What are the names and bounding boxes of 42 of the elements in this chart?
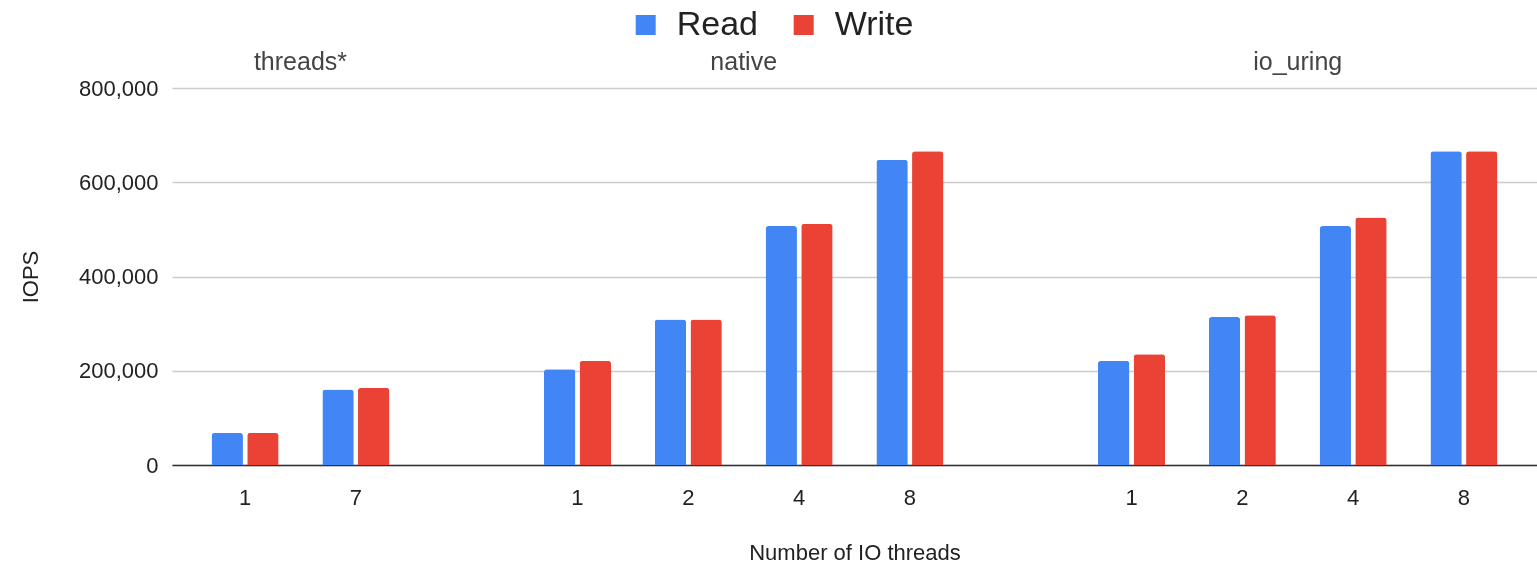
- bar: [690, 319, 722, 465]
- y-tick-label: 800,000: [78, 75, 159, 101]
- x-tick-label: 4: [792, 484, 806, 510]
- bar: [876, 159, 908, 465]
- bar: [1208, 317, 1241, 465]
- x-tick-label: 2: [1236, 484, 1249, 510]
- x-tick-label: 8: [1457, 484, 1471, 510]
- bar: [1244, 315, 1276, 465]
- bar: [1430, 151, 1462, 465]
- legend-label: Read: [676, 4, 758, 42]
- x-tick-label: 1: [1125, 484, 1138, 510]
- y-tick-label: 600,000: [78, 169, 159, 195]
- bar: [211, 432, 243, 465]
- bar: [1133, 354, 1166, 465]
- legend-label: Write: [834, 4, 914, 42]
- bar: [801, 223, 833, 465]
- bar: [1355, 217, 1387, 465]
- x-tick-label: 4: [1346, 484, 1360, 510]
- x-tick-label: 7: [349, 484, 363, 510]
- bar: [654, 319, 687, 465]
- x-tick-label: 1: [571, 484, 584, 510]
- y-axis-title: IOPS: [17, 250, 43, 304]
- bar: [765, 226, 797, 465]
- bar: [1466, 151, 1498, 465]
- bar: [322, 389, 354, 465]
- y-tick-label: 200,000: [78, 358, 159, 384]
- text: threads*: [253, 47, 348, 75]
- y-tick-label: 0: [146, 452, 159, 478]
- x-tick-label: 8: [903, 484, 917, 510]
- bar: [1097, 360, 1130, 465]
- text: native: [710, 47, 778, 75]
- x-axis-title: Number of IO threads: [749, 539, 961, 565]
- bar: [358, 387, 390, 465]
- bar: [579, 360, 612, 465]
- y-tick-label: 400,000: [78, 264, 159, 289]
- x-tick-label: 1: [238, 484, 252, 510]
- bar: [543, 369, 576, 465]
- bar: [912, 151, 944, 465]
- bar: [247, 432, 279, 465]
- x-tick-label: 2: [682, 484, 695, 510]
- text: io_uring: [1253, 47, 1343, 75]
- bar: [1319, 226, 1351, 465]
